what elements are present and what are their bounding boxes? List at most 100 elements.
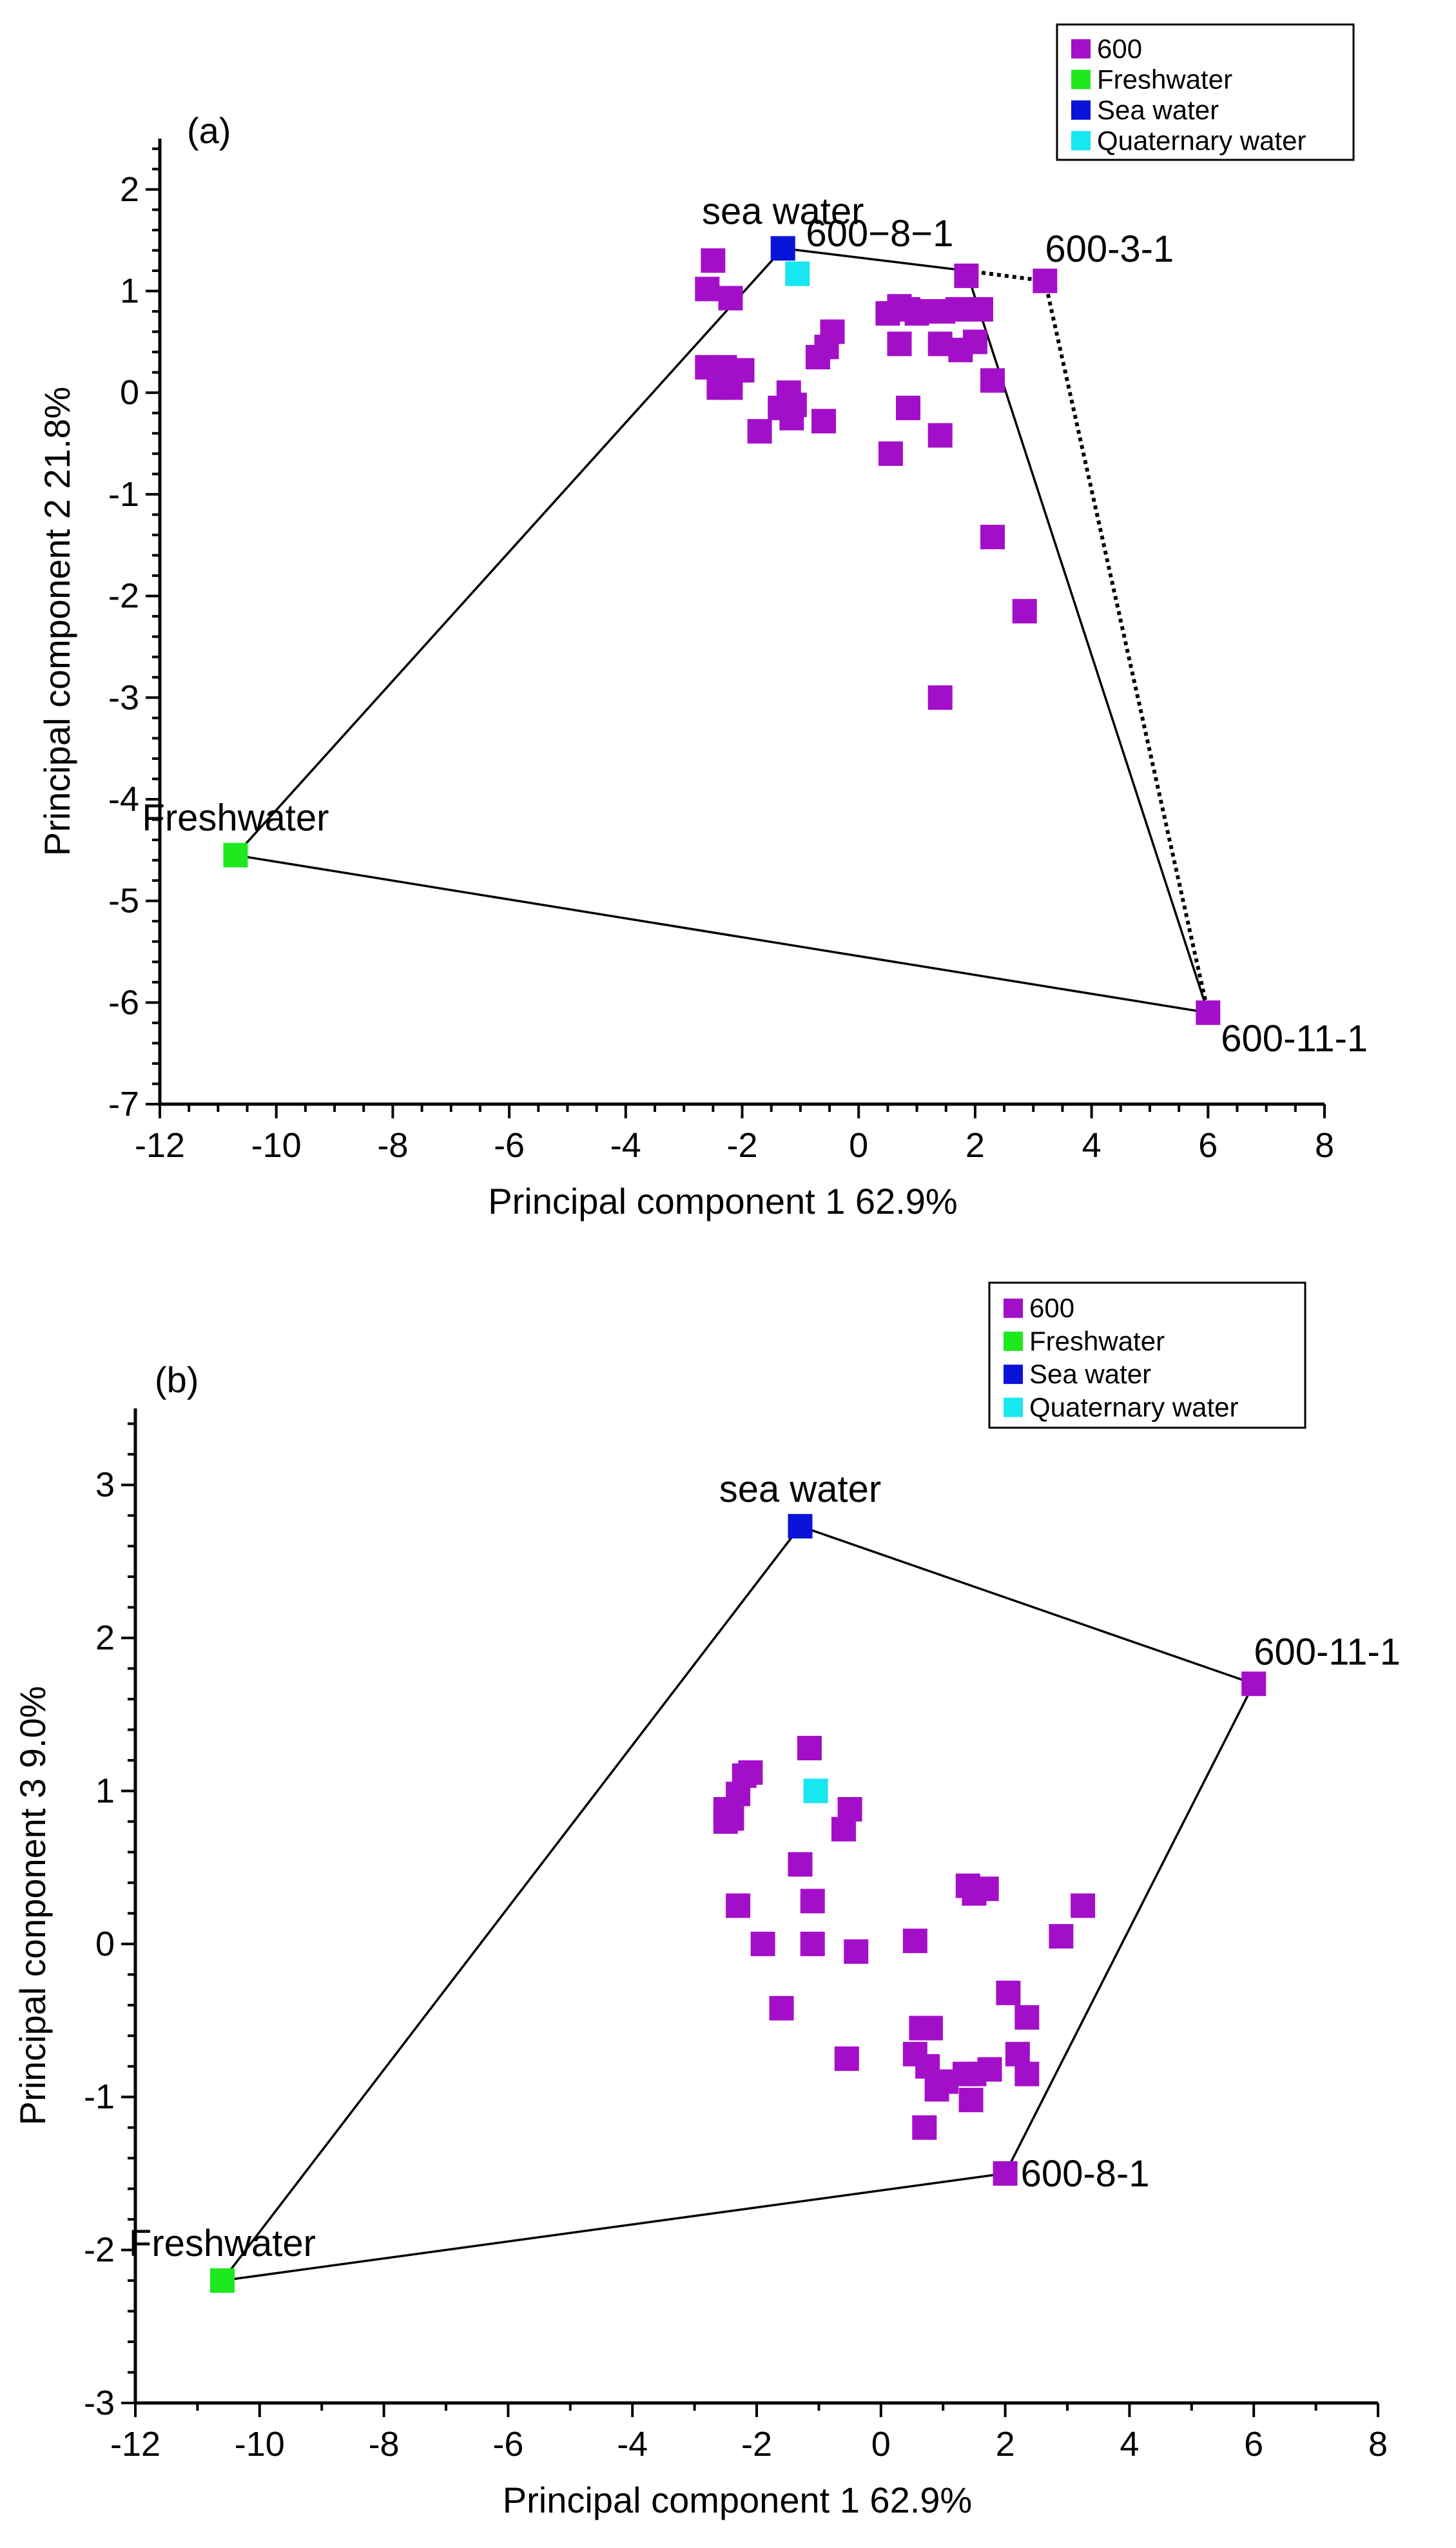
legend-label: 600 [1029, 1293, 1074, 1323]
legend-label: Freshwater [1029, 1326, 1165, 1356]
point-600 [954, 263, 979, 288]
point-600 [1014, 2005, 1040, 2030]
point-annotation: 600-3-1 [1045, 228, 1174, 270]
panel-label: (a) [187, 110, 231, 151]
point-annotation: sea water [719, 1468, 881, 1510]
point-600 [1196, 1000, 1221, 1026]
point-600 [1241, 1671, 1267, 1697]
point-600 [1049, 1923, 1074, 1949]
point-sea-water [770, 236, 795, 261]
y-tick-label: -2 [108, 577, 139, 616]
legend-swatch-s600 [1004, 1298, 1023, 1318]
x-tick-label: 4 [1120, 2425, 1139, 2464]
point-600 [834, 2046, 859, 2071]
y-tick-label: -5 [108, 882, 139, 920]
point-quaternary-water [803, 1778, 828, 1804]
point-annotation: sea water [702, 190, 864, 232]
y-axis-title: Principal conponent 3 9.0% [12, 1686, 53, 2126]
x-tick-label: -4 [617, 2425, 648, 2464]
legend-box [988, 1281, 1306, 1429]
x-tick-label: 4 [1082, 1126, 1102, 1165]
legend-swatch-s600 [1071, 39, 1091, 59]
y-tick-label: 1 [120, 272, 139, 311]
legend-swatch-seawater [1071, 100, 1091, 120]
y-tick-label: -4 [108, 780, 139, 819]
x-tick-label: -10 [251, 1126, 302, 1165]
point-600 [769, 1996, 794, 2021]
legend-label: Quaternary water [1029, 1392, 1238, 1422]
y-tick-label: 1 [95, 1771, 115, 1810]
y-tick-label: -1 [108, 475, 139, 514]
point-600 [782, 393, 807, 418]
y-tick-label: -3 [108, 678, 139, 717]
x-tick-label: -10 [235, 2425, 285, 2464]
point-600 [844, 1939, 869, 1964]
x-tick-label: 6 [1244, 2425, 1263, 2464]
point-600 [695, 277, 720, 302]
x-axis-title: Principal component 1 62.9% [488, 1181, 957, 1221]
point-600 [811, 409, 836, 434]
point-600 [980, 368, 1005, 393]
x-tick-label: 2 [966, 1126, 985, 1165]
point-annotation: Freshwater [129, 2222, 316, 2264]
point-600 [718, 286, 743, 311]
panel-a: -12 -10 -8 -6 -4 -2 0 2 4 6 8-7-6-5-4-3-2-1012Prin… [37, 23, 1368, 1221]
x-tick-label: 0 [871, 2425, 891, 2464]
legend-label: Sea water [1029, 1359, 1151, 1389]
x-tick-label: -12 [110, 2425, 160, 2464]
x-tick-label: 0 [849, 1126, 868, 1165]
y-tick-label: -2 [84, 2231, 115, 2270]
legend-swatch-quaternary [1071, 131, 1091, 151]
legend-swatch-seawater [1004, 1365, 1023, 1385]
panel-label: (b) [155, 1359, 199, 1400]
point-600 [738, 1760, 763, 1785]
point-600 [1071, 1893, 1096, 1918]
x-axis-title: Principal component 1 62.9% [503, 2480, 972, 2520]
point-600 [750, 1931, 775, 1956]
point-600 [719, 1806, 744, 1831]
point-600 [993, 2161, 1018, 2186]
point-600 [887, 331, 912, 356]
point-600 [820, 319, 845, 344]
point-600 [800, 1889, 825, 1914]
y-tick-label: -3 [84, 2384, 115, 2422]
point-600 [1012, 599, 1037, 624]
legend-label: Freshwater [1097, 64, 1232, 94]
x-tick-label: -2 [726, 1126, 757, 1165]
point-annotation: 600−8−1 [806, 213, 953, 255]
point-sea-water [788, 1513, 813, 1539]
point-annotation: 600-11-1 [1221, 1018, 1368, 1060]
legend-label: Sea water [1097, 95, 1219, 125]
legend-swatch-freshwater [1004, 1331, 1023, 1351]
y-tick-label: 3 [95, 1466, 115, 1504]
point-600 [996, 1980, 1021, 2005]
point-600 [945, 297, 970, 322]
point-600 [837, 1796, 862, 1822]
x-tick-label: -8 [369, 2425, 400, 2464]
x-tick-label: 8 [1315, 1126, 1334, 1165]
x-tick-label: -6 [494, 1126, 525, 1165]
point-600 [918, 2016, 943, 2041]
y-tick-label: 0 [120, 373, 139, 412]
point-600 [788, 1852, 813, 1877]
point-600 [958, 2087, 984, 2112]
point-600 [1014, 2061, 1040, 2086]
x-tick-label: 2 [996, 2425, 1015, 2464]
point-600 [747, 419, 772, 444]
y-tick-label: -6 [108, 983, 139, 1022]
x-tick-label: -4 [610, 1126, 641, 1165]
x-tick-label: 6 [1198, 1126, 1218, 1165]
point-annotation: Freshwater [142, 797, 329, 839]
point-annotation: 600-8-1 [1021, 2153, 1150, 2195]
point-600 [962, 329, 987, 355]
point-600 [895, 395, 920, 420]
point-600 [701, 248, 726, 273]
x-tick-label: 8 [1368, 2425, 1388, 2464]
point-freshwater [209, 2268, 235, 2293]
y-tick-label: 0 [95, 1925, 115, 1963]
point-600 [968, 297, 993, 322]
point-600 [974, 1876, 999, 1901]
